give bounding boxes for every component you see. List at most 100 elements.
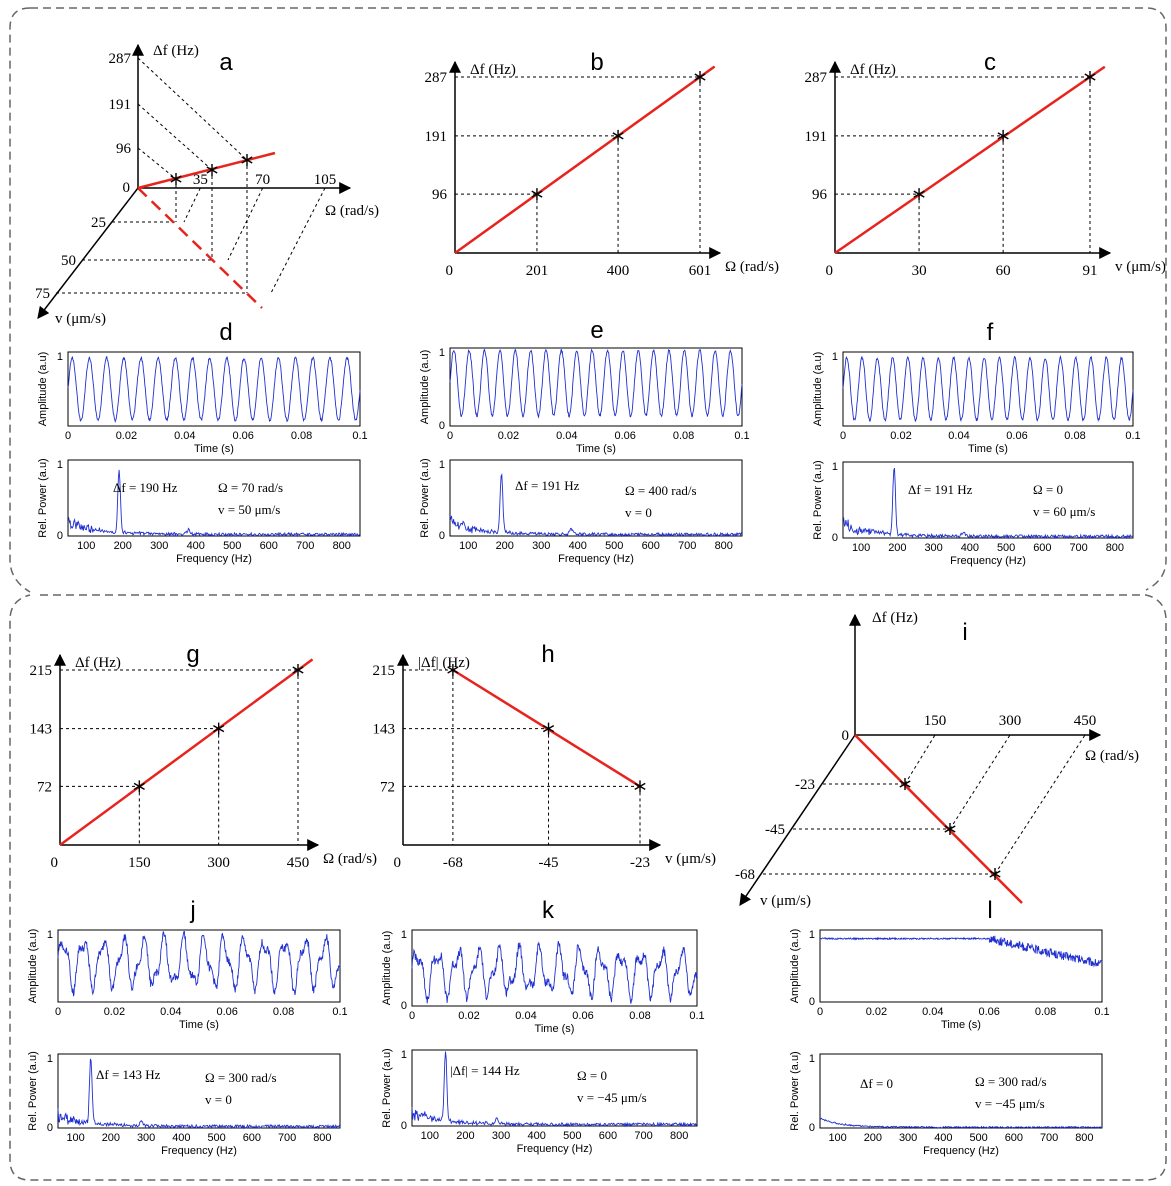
data-point-a-1-stroke (206, 166, 218, 174)
omega-annotation-l: Ω = 300 rad/s (975, 1074, 1047, 1089)
spec-x-tick-f-3: 400 (961, 542, 979, 554)
data-point-c-1-stroke (997, 132, 1009, 140)
x-tick-h-0: -68 (443, 855, 463, 871)
spec-y-tick-l-1: 1 (809, 1053, 815, 1065)
guide-om-i-1 (949, 734, 1011, 830)
panel-label-b: b (590, 49, 603, 76)
x-tick-b-1: 400 (607, 263, 630, 279)
time-signal-trace-l (819, 935, 1103, 968)
time-signal-trace-f (842, 355, 1134, 422)
time-signal-trace-d (67, 355, 361, 424)
time-x-label-k: Time (s) (535, 1023, 575, 1035)
time-x-tick-e-1: 0.02 (498, 430, 519, 442)
spec-y-tick-k-0: 0 (401, 1120, 407, 1132)
spec-x-tick-d-2: 300 (150, 540, 168, 552)
time-x-tick-j-4: 0.08 (273, 1006, 294, 1018)
omega-tick-i-2: 450 (1074, 713, 1097, 729)
time-x-tick-k-1: 0.02 (458, 1010, 479, 1022)
v-tick-a-1: 50 (61, 253, 76, 269)
time-x-tick-f-1: 0.02 (890, 430, 911, 442)
spec-x-tick-d-5: 600 (260, 540, 278, 552)
peak-annotation-f: Δf = 191 Hz (908, 482, 973, 497)
spec-y-label-l: Rel. Power (a.u) (789, 1051, 801, 1130)
data-point-a-2 (241, 154, 253, 166)
data-point-a-0 (170, 173, 182, 185)
spec-x-tick-k-5: 600 (599, 1130, 617, 1142)
time-y-label-f: Amplitude (a.u) (812, 352, 824, 427)
velocity-annotation-d: v = 50 μm/s (218, 502, 280, 517)
spec-x-tick-j-5: 600 (243, 1132, 261, 1144)
data-point-a-0-stroke (170, 175, 182, 183)
x-tick-g-1: 300 (207, 855, 230, 871)
origin-h: 0 (394, 855, 402, 871)
spec-x-tick-f-1: 200 (888, 542, 906, 554)
panel-label-g: g (186, 641, 199, 668)
z-label-i: v (μm/s) (760, 893, 811, 909)
omega-annotation-e: Ω = 400 rad/s (625, 483, 697, 498)
spectrum-plot-frame-d (67, 459, 361, 537)
panel-label-h: h (541, 641, 554, 668)
time-x-tick-f-3: 0.06 (1006, 430, 1027, 442)
data-point-b-0-stroke (531, 190, 543, 198)
spec-x-tick-l-7: 800 (1075, 1132, 1093, 1144)
data-point-h-0-stroke (447, 666, 459, 674)
projection-line-a (137, 187, 263, 309)
fit-line-i (854, 734, 1023, 904)
spec-x-tick-k-6: 700 (634, 1130, 652, 1142)
spec-x-tick-l-3: 400 (934, 1132, 952, 1144)
x-tick-c-1: 60 (996, 263, 1011, 279)
spec-x-tick-k-7: 800 (670, 1130, 688, 1142)
spec-y-tick-k-1: 1 (401, 1049, 407, 1061)
panel-label-j: j (189, 897, 195, 924)
spec-x-tick-d-4: 500 (223, 540, 241, 552)
y-label-c: Δf (Hz) (850, 62, 896, 78)
v-axis-i (739, 734, 856, 906)
time-y-tick-e-1: 1 (439, 347, 445, 359)
time-signal-trace-k (411, 941, 698, 1004)
time-signal-trace-e (449, 348, 743, 419)
spec-x-tick-k-0: 100 (421, 1130, 439, 1142)
v-tick-i-1: -45 (765, 822, 785, 838)
time-y-tick-l-1: 1 (809, 929, 815, 941)
time-y-label-j: Amplitude (a.u) (27, 929, 39, 1004)
data-point-g-1-stroke (213, 724, 225, 733)
data-point-c-2 (1084, 71, 1096, 83)
time-y-tick-k-0: 0 (401, 1000, 407, 1012)
peak-annotation-j: Δf = 143 Hz (96, 1067, 161, 1082)
x-tick-h-2: -23 (630, 855, 650, 871)
spec-y-label-k: Rel. Power (a.u) (381, 1048, 393, 1127)
y-tick-c-0: 96 (812, 187, 828, 203)
spec-x-tick-k-1: 200 (456, 1130, 474, 1142)
time-x-tick-l-3: 0.06 (978, 1006, 999, 1018)
spec-x-tick-e-1: 200 (496, 540, 514, 552)
spec-x-tick-d-3: 400 (187, 540, 205, 552)
x-tick-b-2: 601 (689, 263, 712, 279)
time-x-tick-d-5: 0.1 (352, 430, 367, 442)
y-label-h: |Δf| (Hz) (418, 655, 470, 671)
data-point-h-2-stroke (634, 782, 646, 791)
y-tick-b-2: 287 (425, 70, 448, 86)
time-x-label-d: Time (s) (194, 443, 234, 455)
data-point-g-0-stroke (133, 782, 145, 791)
panel-label-e: e (590, 317, 603, 344)
spec-y-tick-d-1: 1 (57, 459, 63, 471)
time-y-tick-f-0: 1 (832, 351, 838, 363)
data-point-h-0 (447, 664, 459, 676)
data-point-c-1 (997, 129, 1009, 142)
time-x-tick-f-2: 0.04 (948, 430, 969, 442)
data-point-b-2-stroke (694, 73, 706, 81)
velocity-annotation-f: v = 60 μm/s (1033, 504, 1095, 519)
spec-x-tick-l-5: 600 (1005, 1132, 1023, 1144)
data-point-g-2 (292, 664, 304, 676)
y-label-g: Δf (Hz) (75, 655, 121, 671)
spec-y-tick-e-1: 1 (439, 459, 445, 471)
time-x-tick-e-0: 0 (447, 430, 453, 442)
x-label-a: Ω (rad/s) (325, 203, 379, 219)
omega-tick-a-2: 105 (314, 172, 337, 188)
data-point-i-0-stroke (899, 780, 911, 788)
data-point-i-2-stroke (989, 870, 1001, 878)
time-plot-frame-l (819, 929, 1103, 1003)
time-x-tick-j-0: 0 (55, 1006, 61, 1018)
spectrum-plot-frame-f (842, 461, 1134, 539)
